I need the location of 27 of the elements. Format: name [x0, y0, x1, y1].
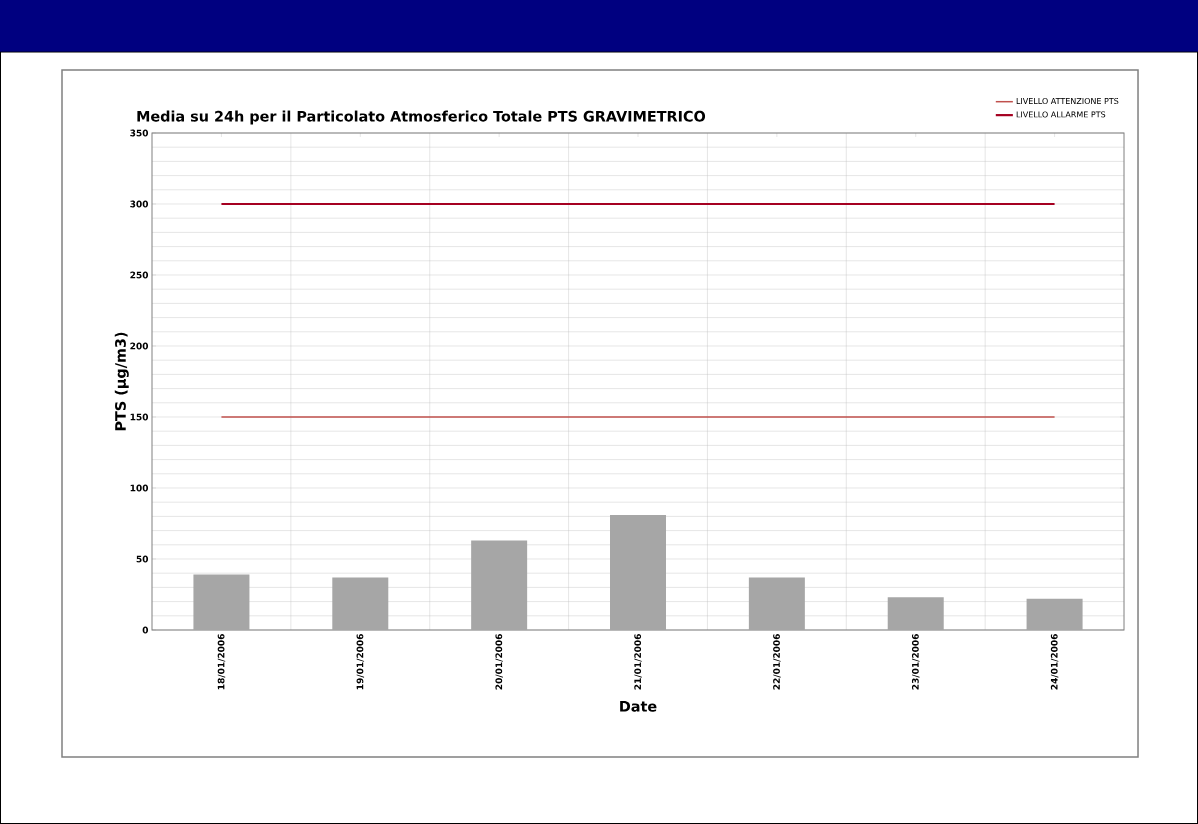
y-tick-label: 50: [136, 555, 149, 563]
y-tick-label: 250: [130, 271, 149, 279]
bar: [748, 577, 805, 630]
legend-label: LIVELLO ATTENZIONE PTS: [1016, 97, 1119, 105]
y-tick-label: 350: [130, 129, 149, 137]
x-tick-label: 23/01/2006: [911, 634, 920, 690]
y-tick-label: 300: [130, 200, 149, 208]
x-tick-label: 22/01/2006: [773, 634, 781, 690]
x-tick-label: 21/01/2006: [634, 634, 642, 690]
bar: [332, 577, 389, 630]
bar: [887, 597, 944, 630]
y-tick-label: 100: [130, 484, 149, 492]
legend-label: LIVELLO ALLARME PTS: [1016, 111, 1106, 118]
chart-title: Media su 24h per il Particolato Atmosferico Totale PTS GRAVIMETRICO: [137, 110, 706, 125]
bar: [193, 574, 250, 630]
y-tick-label: 200: [130, 342, 149, 350]
x-tick-label: 20/01/2006: [495, 634, 503, 690]
y-tick-label: 150: [130, 413, 149, 421]
x-tick-label: 18/01/2006: [217, 634, 226, 690]
bar: [1026, 598, 1083, 630]
x-axis-title: Date: [620, 701, 657, 712]
x-tick-label: 19/01/2006: [356, 634, 365, 690]
bar: [471, 540, 528, 630]
bar: [610, 514, 667, 630]
y-tick-label: 0: [142, 626, 149, 634]
y-axis-title: PTS (µg/m3): [114, 332, 129, 431]
x-tick-label: 24/01/2006: [1050, 634, 1059, 690]
